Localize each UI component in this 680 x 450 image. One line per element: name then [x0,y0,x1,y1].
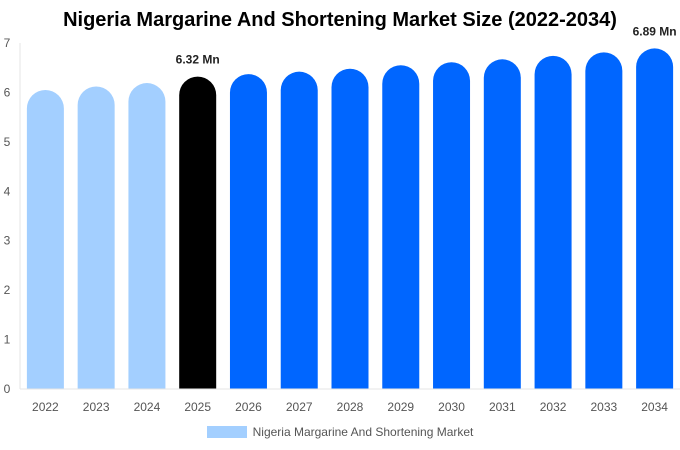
data-label-2034: 6.89 Mn [633,24,677,38]
x-tick-label: 2033 [590,400,617,414]
legend: Nigeria Margarine And Shortening Market [0,425,680,439]
x-tick-label: 2023 [83,400,110,414]
bar-2033 [585,52,623,390]
y-tick-label: 1 [4,333,11,347]
x-tick-label: 2022 [32,400,59,414]
bar-2022 [26,89,64,389]
bars [26,48,674,390]
y-tick-label: 7 [4,36,11,50]
x-tick-label: 2026 [235,400,262,414]
data-label-2025: 6.32 Mn [176,53,220,67]
bar-2024 [128,83,166,390]
bar-2032 [534,55,572,389]
x-tick-label: 2032 [540,400,567,414]
y-axis: 0 1 2 3 4 5 6 7 [4,36,21,396]
x-axis: 2022 2023 2024 2025 2026 2027 2028 2029 2030 2031… [20,388,680,414]
y-tick-label: 6 [4,85,11,99]
y-tick-label: 3 [4,234,11,248]
bar-2025 [179,76,217,389]
x-tick-label: 2024 [134,400,161,414]
y-tick-label: 2 [4,283,11,297]
bar-2029 [382,65,420,390]
bar-2028 [331,68,369,389]
bar-2034 [636,48,674,390]
bar-2023 [77,86,115,390]
x-tick-label: 2028 [337,400,364,414]
legend-swatch [206,426,247,438]
x-tick-label: 2027 [286,400,313,414]
chart-title: Nigeria Margarine And Shortening Market … [63,9,617,31]
x-tick-label: 2031 [489,400,516,414]
x-tick-label: 2030 [438,400,465,414]
y-tick-label: 0 [4,382,11,396]
y-tick-label: 4 [4,184,11,198]
y-tick-label: 5 [4,135,11,149]
data-labels: 6.32 Mn 6.89 Mn [176,24,677,66]
x-tick-label: 2025 [184,400,211,414]
bar-2026 [229,74,267,390]
x-tick-label: 2034 [641,400,668,414]
bar-2031 [483,59,521,389]
bar-2027 [280,71,318,389]
bar-2030 [433,62,471,390]
legend-label: Nigeria Margarine And Shortening Market [252,425,474,439]
x-tick-label: 2029 [387,400,414,414]
